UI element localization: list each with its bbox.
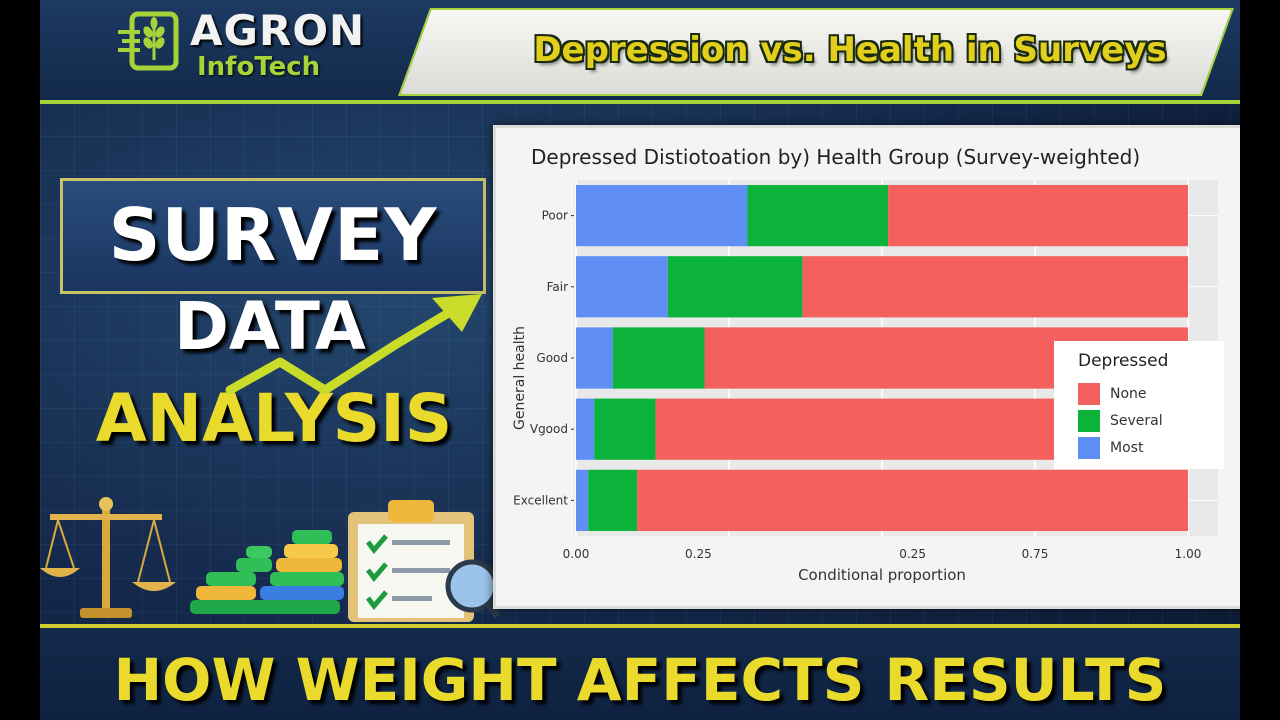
clipboard-checklist-icon xyxy=(348,500,474,622)
x-tick-label: 0.75 xyxy=(1022,547,1049,561)
bar-good-several xyxy=(612,327,705,389)
legend-title: Depressed xyxy=(1078,351,1169,371)
y-axis-label: General health xyxy=(512,326,528,430)
legend-swatch-several xyxy=(1078,410,1100,432)
footer-text: HOW WEIGHT AFFECTS RESULTS xyxy=(113,646,1167,714)
chart-legend: Depressed None Several Most xyxy=(1054,341,1224,469)
x-tick-label: 1.00 xyxy=(1175,547,1202,561)
trend-arrow-icon xyxy=(225,294,482,395)
x-tick-label: 0.00 xyxy=(563,547,590,561)
bar-good-most xyxy=(576,327,613,389)
bar-fair-several xyxy=(667,256,803,318)
illustration-group xyxy=(40,497,500,622)
headline-data: DATA xyxy=(174,288,366,365)
footer-banner: HOW WEIGHT AFFECTS RESULTS xyxy=(40,624,1240,720)
balance-scale-icon xyxy=(40,497,176,618)
bar-excellent-most xyxy=(576,469,589,532)
chart-panel: Depressed Distiotoation by) Health Group… xyxy=(493,125,1240,609)
bar-excellent-several xyxy=(588,469,638,532)
headline-survey: SURVEY xyxy=(108,193,438,277)
y-tick-label: Good xyxy=(536,351,568,365)
x-tick-label: 0.25 xyxy=(685,547,712,561)
chart-title: Depressed Distiotoation by) Health Group… xyxy=(531,145,1141,169)
legend-swatch-none xyxy=(1078,383,1100,405)
thumbnail-frame: AGRON InfoTech Depression vs. Health in … xyxy=(40,0,1240,720)
brand-subtitle: InfoTech xyxy=(197,52,321,82)
y-tick-label: Vgood xyxy=(530,422,568,436)
bar-excellent-none xyxy=(637,469,1188,532)
brand-name: AGRON xyxy=(190,6,366,55)
y-tick-label: Fair xyxy=(547,280,568,294)
bar-poor-several xyxy=(747,184,889,247)
y-tick-label: Poor xyxy=(542,209,568,223)
bar-fair-most xyxy=(576,256,668,318)
headline-analysis: ANALYSIS xyxy=(95,380,453,457)
bar-vgood-several xyxy=(594,398,656,460)
bar-fair-none xyxy=(802,256,1188,318)
bar-vgood-most xyxy=(576,398,595,460)
bar-poor-none xyxy=(888,184,1188,247)
legend-label-none: None xyxy=(1110,386,1147,402)
header-bar: AGRON InfoTech Depression vs. Health in … xyxy=(40,0,1240,104)
page-title: Depression vs. Health in Surveys xyxy=(533,30,1167,70)
legend-label-several: Several xyxy=(1110,413,1163,429)
legend-swatch-most xyxy=(1078,437,1100,459)
bar-poor-most xyxy=(576,184,748,247)
x-tick-label: 0.25 xyxy=(899,547,926,561)
headline-survey-box: SURVEY xyxy=(60,178,486,294)
legend-label-most: Most xyxy=(1110,440,1144,456)
y-tick-label: Excellent xyxy=(513,493,568,507)
coin-stacks-icon xyxy=(190,530,344,614)
x-axis-label: Conditional proportion xyxy=(798,566,966,584)
wheat-logo-icon xyxy=(118,11,179,71)
